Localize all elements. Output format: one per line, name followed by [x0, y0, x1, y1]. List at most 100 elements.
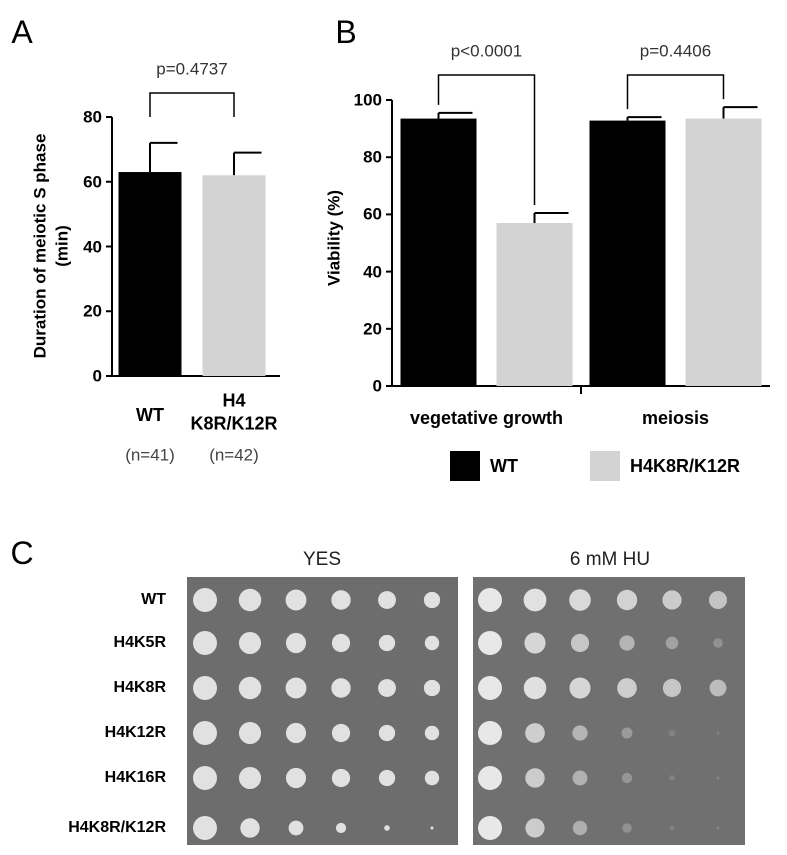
colony-spot — [378, 634, 396, 652]
colony-spot — [423, 679, 441, 697]
p-value-label: p=0.4737 — [156, 59, 228, 79]
x-tick-label: H4 K8R/K12R — [190, 390, 278, 434]
colony-spot — [240, 818, 260, 838]
y-tick-label: 40 — [83, 236, 102, 256]
colony-spot — [285, 632, 307, 654]
y-tick-label: 80 — [83, 107, 102, 127]
legend-label: H4K8R/K12R — [630, 455, 741, 476]
colony-spot — [569, 677, 591, 699]
colony-spot — [669, 825, 675, 831]
colony-spot — [335, 822, 347, 834]
colony-spot — [285, 677, 307, 699]
colony-spot — [285, 589, 307, 611]
strain-label: H4K8R/K12R — [68, 819, 166, 836]
colony-spot — [478, 766, 502, 790]
colony-spot — [621, 727, 633, 739]
x-tick-label: meiosis — [641, 407, 710, 428]
colony-spot — [423, 591, 441, 609]
colony-spot — [665, 636, 679, 650]
y-axis-label: Viability (%) — [324, 189, 344, 287]
p-value-label: p<0.0001 — [450, 41, 523, 61]
colony-spot — [384, 825, 390, 831]
significance-bracket — [626, 74, 725, 110]
significance-bracket — [149, 92, 235, 117]
strain-label: WT — [141, 591, 166, 608]
colony-spot — [193, 588, 217, 612]
colony-spot — [238, 631, 262, 655]
colony-spot — [713, 638, 723, 648]
colony-spot — [523, 588, 547, 612]
y-tick-label: 40 — [363, 261, 382, 281]
colony-spot — [331, 723, 351, 743]
colony-spot — [238, 766, 262, 790]
colony-spot — [709, 679, 727, 697]
bar — [202, 175, 266, 376]
error-bar — [149, 141, 178, 173]
error-bar — [437, 111, 473, 119]
legend-label: WT — [490, 455, 518, 476]
condition-label: 6 mM HU — [569, 549, 651, 571]
colony-spot — [378, 591, 396, 609]
y-tick-label: 60 — [363, 204, 382, 224]
y-tick-label: 0 — [372, 376, 382, 396]
bar — [496, 222, 573, 386]
colony-spot — [478, 631, 502, 655]
colony-spot — [619, 635, 635, 651]
colony-spot — [285, 767, 307, 789]
colony-spot — [709, 591, 727, 609]
y-axis-label: (min) — [52, 225, 72, 267]
colony-spot — [331, 768, 351, 788]
y-tick-label: 100 — [353, 90, 382, 110]
colony-spot — [716, 731, 720, 735]
sample-size: (n=42) — [209, 445, 259, 465]
sample-size: (n=41) — [125, 445, 175, 465]
colony-spot — [193, 721, 217, 745]
colony-spot — [331, 678, 351, 698]
bar — [400, 118, 477, 386]
plate-hu — [473, 577, 745, 845]
significance-bracket — [437, 74, 536, 205]
strain-label: H4K12R — [104, 724, 166, 741]
colony-spot — [238, 721, 262, 745]
colony-spot — [238, 676, 262, 700]
colony-spot — [478, 721, 502, 745]
y-tick-label: 20 — [363, 319, 382, 339]
colony-spot — [572, 770, 588, 786]
p-value-label: p=0.4406 — [639, 41, 712, 61]
colony-spot — [285, 722, 307, 744]
colony-spot — [572, 725, 588, 741]
colony-spot — [621, 772, 633, 784]
bar — [118, 172, 182, 376]
error-bar — [233, 151, 262, 176]
colony-spot — [662, 678, 682, 698]
strain-label: H4K8R — [113, 679, 166, 696]
colony-spot — [424, 635, 440, 651]
legend-swatch — [450, 451, 480, 481]
y-tick-label: 20 — [83, 301, 102, 321]
colony-spot — [669, 775, 675, 781]
colony-spot — [569, 589, 591, 611]
colony-spot — [331, 633, 351, 653]
panel-label: C — [10, 535, 34, 571]
colony-spot — [662, 590, 682, 610]
y-tick-label: 0 — [92, 366, 102, 386]
colony-spot — [424, 770, 440, 786]
colony-spot — [238, 588, 262, 612]
colony-spot — [617, 678, 637, 698]
colony-spot — [378, 679, 396, 697]
colony-spot — [193, 816, 217, 840]
strain-label: H4K16R — [104, 769, 166, 786]
colony-spot — [525, 768, 545, 788]
y-axis-label: Duration of meiotic S phase — [30, 133, 50, 359]
colony-spot — [622, 823, 632, 833]
colony-spot — [524, 632, 546, 654]
colony-spot — [570, 633, 590, 653]
colony-spot — [424, 725, 440, 741]
bar — [589, 120, 666, 386]
y-tick-label: 80 — [363, 147, 382, 167]
condition-label: YES — [302, 549, 342, 571]
y-tick-label: 60 — [83, 172, 102, 192]
colony-spot — [523, 676, 547, 700]
